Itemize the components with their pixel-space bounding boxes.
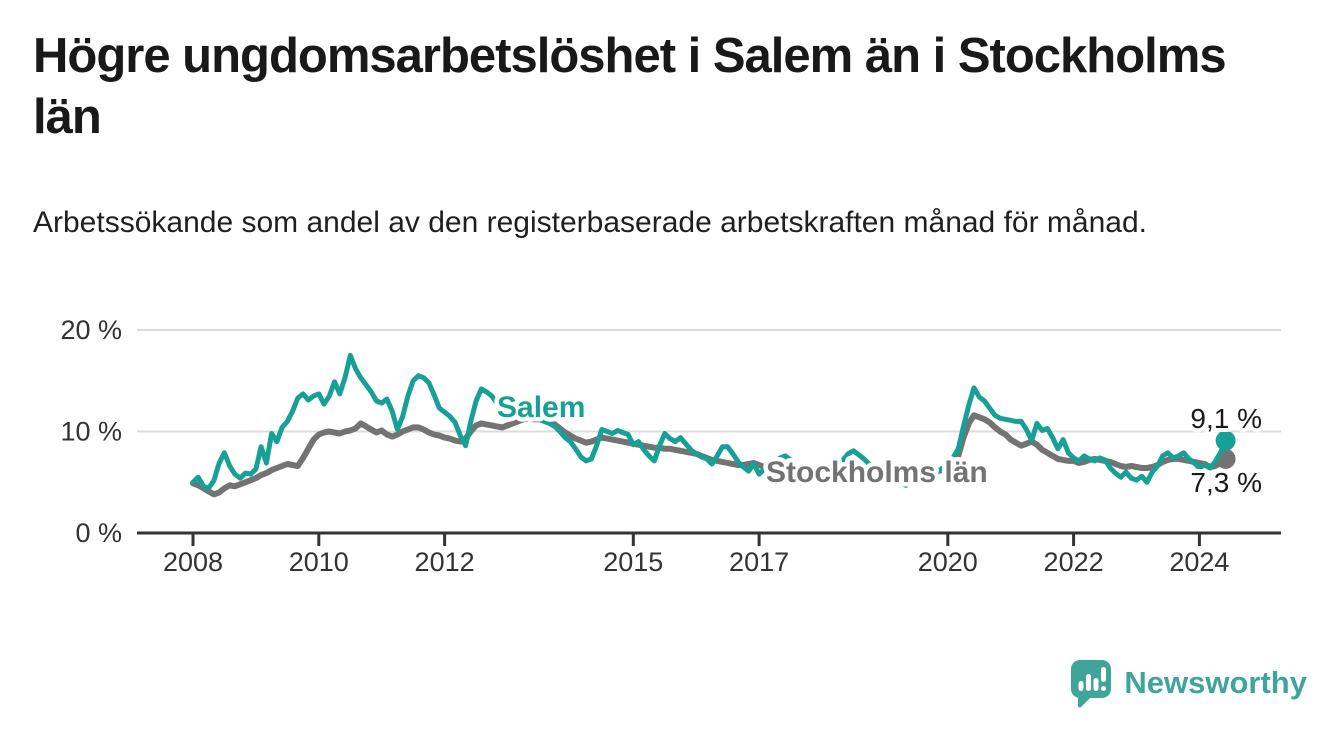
newsworthy-logo-icon — [1071, 660, 1112, 708]
x-tick-label: 2024 — [1169, 547, 1229, 577]
end-value-label-stockholms-lan: 7,3 % — [1190, 467, 1262, 498]
newsworthy-logo-text: Newsworthy — [1124, 665, 1307, 700]
y-tick-label: 10 % — [60, 417, 122, 447]
series-line-salem — [190, 352, 1229, 491]
y-tick-label: 20 % — [60, 315, 122, 345]
end-value-label-salem: 9,1 % — [1190, 403, 1262, 434]
x-tick-label: 2012 — [415, 547, 475, 577]
newsworthy-logo: Newsworthy — [1069, 658, 1307, 708]
x-tick-label: 2015 — [603, 547, 663, 577]
x-tick-label: 2017 — [729, 547, 789, 577]
page-title: Högre ungdomsarbetslöshet i Salem än i S… — [33, 29, 1227, 144]
x-tick-label: 2020 — [918, 547, 978, 577]
series-end-dot-salem — [1215, 430, 1236, 451]
x-tick-label: 2008 — [163, 547, 223, 577]
page-subtitle: Arbetssökande som andel av den registerb… — [33, 206, 1147, 239]
x-tick-label: 2022 — [1044, 547, 1104, 577]
series-label-salem: Salem — [497, 391, 585, 424]
x-tick-label: 2010 — [289, 547, 349, 577]
y-tick-label: 0 % — [75, 518, 122, 548]
series-label-stockholms-lan: Stockholms län — [766, 456, 988, 489]
